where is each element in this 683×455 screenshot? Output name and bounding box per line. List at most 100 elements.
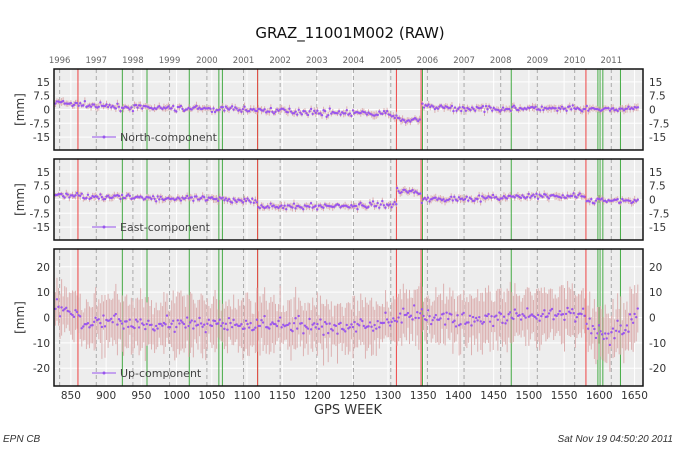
data-point — [128, 318, 132, 321]
data-point — [456, 314, 459, 317]
data-point — [513, 308, 517, 311]
data-point — [215, 197, 218, 201]
data-point — [319, 318, 322, 321]
data-point — [218, 108, 221, 111]
data-point — [605, 200, 608, 204]
data-point — [114, 312, 118, 316]
data-point — [303, 324, 307, 327]
data-point — [596, 332, 599, 335]
data-point — [74, 194, 77, 197]
data-point — [103, 197, 107, 201]
data-point — [630, 318, 633, 321]
data-point — [454, 325, 458, 328]
data-point — [156, 195, 159, 198]
data-point — [85, 196, 88, 200]
data-point — [445, 311, 448, 314]
data-point — [384, 111, 387, 115]
data-point — [137, 326, 141, 329]
data-point — [479, 200, 482, 203]
data-point — [289, 110, 293, 113]
data-point — [395, 114, 398, 117]
data-point — [521, 313, 524, 316]
data-point — [316, 109, 319, 112]
data-point — [154, 107, 158, 111]
data-point — [374, 204, 378, 208]
data-point — [523, 314, 526, 318]
data-point — [232, 197, 235, 200]
data-point — [488, 320, 492, 323]
data-point — [442, 106, 446, 110]
data-point — [571, 308, 574, 311]
data-point — [525, 195, 529, 199]
year-label: 1999 — [159, 56, 181, 66]
data-point — [487, 105, 491, 108]
panel-east-component: 15 157.5 7.50 0-7.5 -7.5-15 -15[mm]East-compo… — [13, 158, 670, 241]
data-point — [294, 317, 297, 320]
data-point — [127, 106, 130, 110]
data-point — [474, 316, 478, 320]
data-point — [159, 322, 163, 326]
data-point — [203, 195, 206, 199]
data-point — [111, 104, 114, 108]
data-point — [88, 104, 91, 107]
data-point — [416, 311, 419, 314]
x-tick-label: 1350 — [410, 390, 437, 402]
data-point — [175, 325, 178, 329]
y-tick-label: 0 — [43, 313, 50, 325]
year-label: 2007 — [453, 56, 475, 66]
data-point — [395, 186, 399, 190]
data-point — [254, 199, 257, 202]
data-point — [613, 337, 616, 340]
data-point — [127, 325, 130, 329]
panel-frame — [53, 68, 644, 151]
data-point — [404, 121, 407, 124]
y-tick-label-right: -10 — [649, 338, 666, 350]
data-point — [368, 201, 372, 204]
data-point — [122, 107, 125, 110]
data-point — [348, 112, 352, 115]
data-point — [450, 104, 454, 108]
data-point — [308, 317, 311, 321]
data-point — [153, 329, 156, 332]
data-point — [481, 322, 484, 325]
data-point — [348, 206, 351, 209]
data-point — [71, 313, 74, 317]
year-label: 2005 — [380, 56, 402, 66]
year-label: 2011 — [600, 56, 622, 66]
data-point — [433, 107, 437, 111]
data-point — [515, 312, 518, 315]
data-point — [54, 307, 57, 311]
data-point — [611, 327, 615, 330]
data-point — [172, 197, 175, 200]
data-point — [467, 199, 470, 202]
data-point — [367, 325, 370, 328]
x-tick-label: 850 — [61, 390, 81, 402]
legend-marker — [102, 225, 106, 229]
y-tick-label-right: 0 — [649, 313, 656, 325]
data-point — [607, 332, 610, 335]
data-point — [266, 204, 269, 208]
data-point — [447, 317, 450, 321]
data-point — [600, 333, 604, 336]
data-point — [269, 323, 273, 326]
data-point — [494, 195, 498, 199]
data-point — [210, 196, 214, 199]
data-point — [136, 106, 139, 109]
data-point — [559, 107, 562, 111]
data-point — [453, 106, 457, 109]
data-point — [490, 315, 493, 318]
data-point — [150, 323, 153, 326]
data-point — [357, 203, 361, 206]
data-point — [512, 317, 515, 321]
data-point — [158, 198, 161, 201]
data-point — [313, 322, 316, 325]
data-point — [128, 108, 132, 111]
data-point — [636, 307, 639, 310]
data-point — [94, 316, 97, 320]
data-point — [119, 197, 122, 201]
data-point — [60, 192, 63, 196]
data-point — [388, 203, 392, 206]
data-point — [427, 103, 430, 106]
data-point — [316, 208, 319, 211]
data-point — [469, 108, 472, 112]
